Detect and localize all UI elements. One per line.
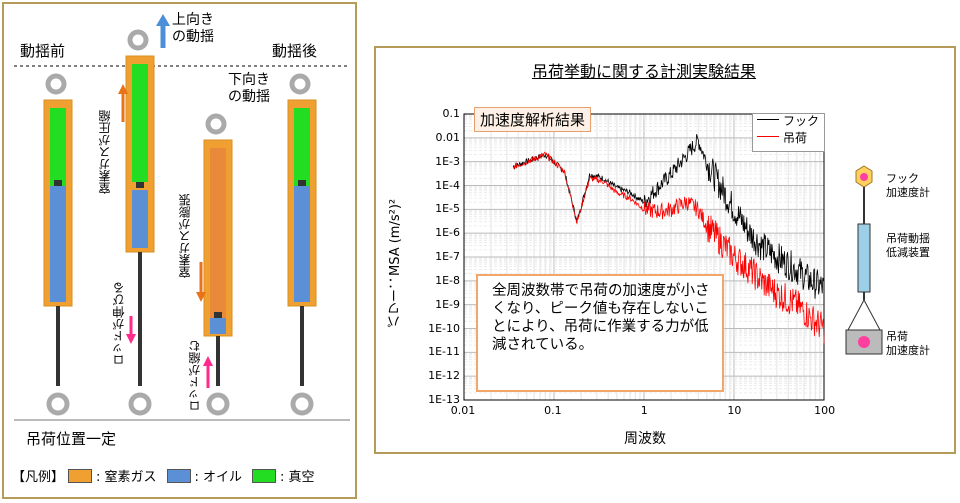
legend-hook-line: [757, 119, 779, 120]
y-tick-label: 1E-7: [435, 250, 460, 263]
gas-compressed-label: 窒素ガスが圧縮: [98, 110, 112, 194]
legend-prefix: 【凡例】: [12, 470, 65, 485]
y-tick-label: 1E-11: [428, 345, 460, 359]
rod-shrink-arrow-icon: [203, 356, 213, 388]
legend-hook-label: フック: [783, 114, 820, 128]
up-motion-label: 上向き の動揺: [172, 12, 214, 45]
y-axis-label: パワー：MSA (m/s²)²: [388, 198, 403, 328]
before-label: 動揺前: [20, 42, 66, 60]
rod-extend-label: ロッドが伸びる: [112, 282, 126, 366]
load-sensor-icon: [858, 336, 870, 348]
hook-sensor-label: フック 加速度計: [886, 172, 930, 199]
cylinder-after: [287, 73, 317, 416]
cylinder-up: [125, 29, 155, 416]
damper-cylinders-diagram: [14, 14, 350, 421]
y-tick-label: 0.1: [442, 107, 461, 120]
expand-arrow-icon: [196, 262, 206, 302]
x-tick-label: 10: [727, 404, 742, 417]
x-tick-label: 0.1: [544, 404, 562, 417]
y-tick-label: 1E-9: [435, 297, 460, 311]
load-sensor-label: 吊荷 加速度計: [886, 330, 930, 357]
rod-shrink-label: ロッドが縮む: [188, 340, 202, 412]
x-tick-label: 0.01: [450, 404, 476, 417]
chart-series: [512, 134, 825, 344]
nitrogen-swatch: [68, 468, 93, 483]
after-label: 動揺後: [272, 42, 318, 60]
results-title: 吊荷挙動に関する計測実験結果: [532, 62, 757, 81]
left-legend: 【凡例】 : 窒素ガス : オイル : 真空: [12, 466, 315, 485]
rod-extend-arrow-icon: [126, 316, 136, 344]
cylinder-before: [43, 73, 73, 416]
compress-arrow-icon: [118, 84, 128, 122]
y-tick-label: 1E-5: [435, 202, 460, 216]
down-motion-label: 下向き の動揺: [228, 72, 270, 105]
y-tick-label: 1E-3: [435, 154, 460, 168]
y-tick-label: 1E-10: [428, 321, 460, 335]
analysis-tag: 加速度解析結果: [474, 107, 592, 132]
damper-icon: [857, 223, 871, 293]
y-tick-label: 1E-12: [428, 369, 460, 383]
chart-legend: フック 吊荷: [752, 113, 825, 152]
vacuum-swatch: [252, 468, 277, 483]
load-constant-label: 吊荷位置一定: [26, 430, 117, 448]
gas-expanded-label: 窒素ガスが膨張: [178, 194, 192, 278]
legend-nitrogen: : 窒素ガス: [96, 470, 157, 485]
legend-oil: : オイル: [194, 470, 243, 485]
plot-frame: [463, 113, 825, 401]
oil-swatch: [166, 468, 191, 483]
x-tick-label: 100: [814, 404, 836, 417]
x-tick-label: 1: [640, 404, 648, 417]
device-schematic: [845, 165, 883, 355]
y-tick-label: 0.01: [435, 130, 461, 144]
y-tick-label: 1E-6: [435, 226, 460, 240]
y-tick-label: 1E-4: [435, 178, 460, 192]
load-series-line: [512, 151, 825, 344]
damper-label: 吊荷動揺 低減装置: [886, 232, 930, 259]
legend-load-line: [757, 136, 779, 137]
legend-load-label: 吊荷: [783, 131, 808, 145]
up-arrow-icon: [156, 14, 170, 48]
y-tick-label: 1E-8: [435, 273, 460, 287]
y-tick-label: 1E-13: [428, 393, 460, 406]
cylinder-down: [203, 113, 233, 416]
x-axis-label: 周波数: [624, 431, 666, 447]
legend-vacuum: : 真空: [280, 470, 315, 485]
result-annotation: 全周波数帯で吊荷の加速度が小さくなり、ピーク値も存在しないことにより、吊荷に作業…: [476, 274, 724, 392]
